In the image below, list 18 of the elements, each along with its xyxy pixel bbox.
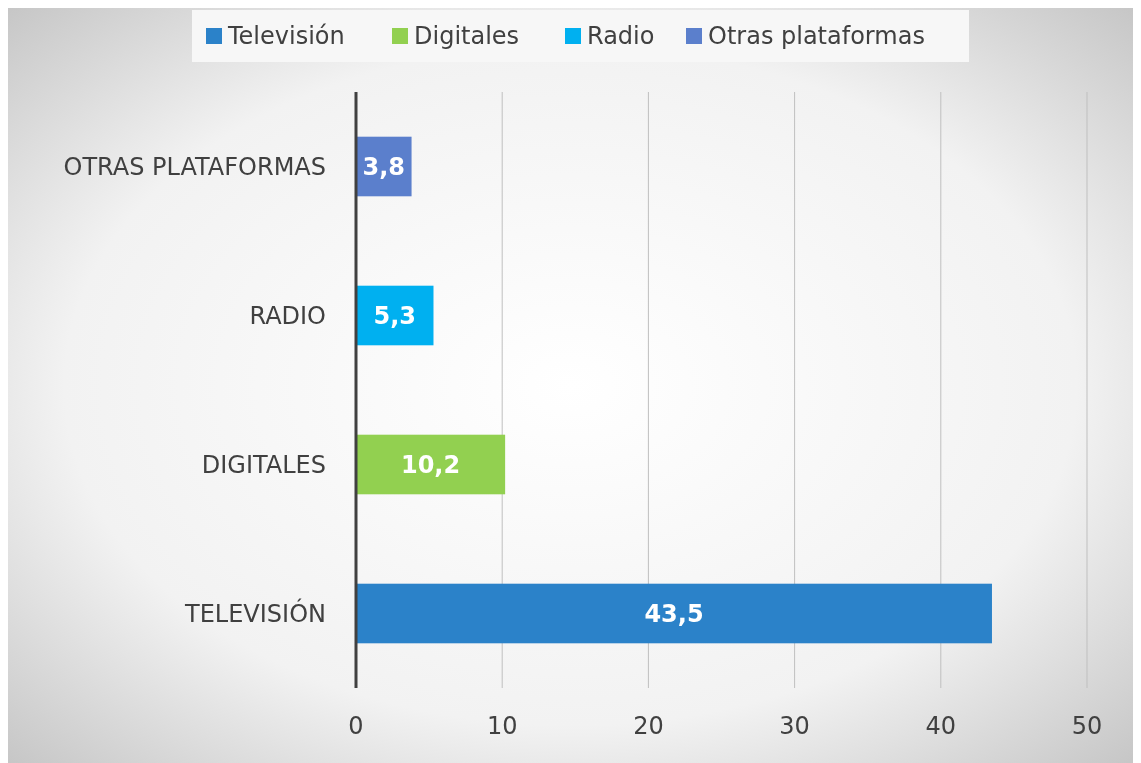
x-tick-label: 10 [486, 712, 518, 740]
data-label: 10,2 [400, 450, 461, 479]
data-label: 5,3 [373, 301, 416, 330]
legend-label: Radio [587, 22, 655, 51]
data-label: 43,5 [644, 599, 704, 628]
legend-label: Televisión [227, 22, 345, 51]
y-tick-label: DIGITALES [201, 450, 326, 479]
x-tick-label: 50 [1071, 712, 1103, 740]
y-tick-label: OTRAS PLATAFORMAS [63, 152, 326, 181]
x-tick-label: 40 [925, 712, 957, 740]
data-label: 3,8 [362, 152, 406, 181]
y-tick-label: RADIO [249, 301, 326, 330]
x-tick-label: 30 [779, 712, 810, 740]
x-tick-label: 0 [348, 712, 364, 740]
x-tick-label: 20 [633, 712, 664, 740]
legend-label: Digitales [414, 22, 520, 51]
legend-label: Otras plataformas [708, 22, 925, 51]
y-tick-label: TELEVISIÓN [183, 597, 326, 628]
